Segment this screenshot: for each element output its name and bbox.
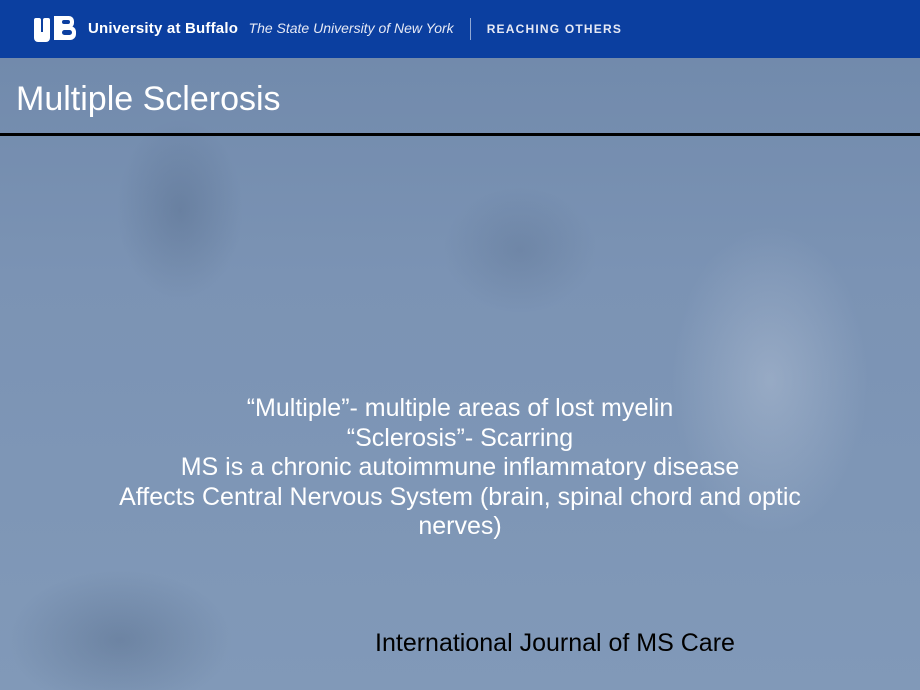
university-italic: The State University of New York [249, 20, 454, 36]
header-tagline: REACHING OTHERS [487, 22, 622, 36]
body-line-3: MS is a chronic autoimmune inflammatory … [100, 453, 820, 483]
header-bar: University at Buffalo The State Universi… [0, 0, 920, 58]
slide-title: Multiple Sclerosis [16, 80, 904, 119]
university-name: University at Buffalo The State Universi… [88, 20, 454, 38]
body-line-4: Affects Central Nervous System (brain, s… [100, 483, 820, 542]
source-citation: International Journal of MS Care [0, 629, 920, 658]
body-line-2: “Sclerosis”- Scarring [100, 424, 820, 454]
body-line-1: “Multiple”- multiple areas of lost myeli… [100, 394, 820, 424]
title-band: Multiple Sclerosis [0, 58, 920, 133]
content-area: “Multiple”- multiple areas of lost myeli… [0, 136, 920, 542]
ub-logo-icon [34, 14, 78, 44]
ub-logo-lockup: University at Buffalo The State Universi… [34, 14, 454, 44]
header-divider [470, 18, 471, 40]
university-bold: University at Buffalo [88, 20, 238, 37]
